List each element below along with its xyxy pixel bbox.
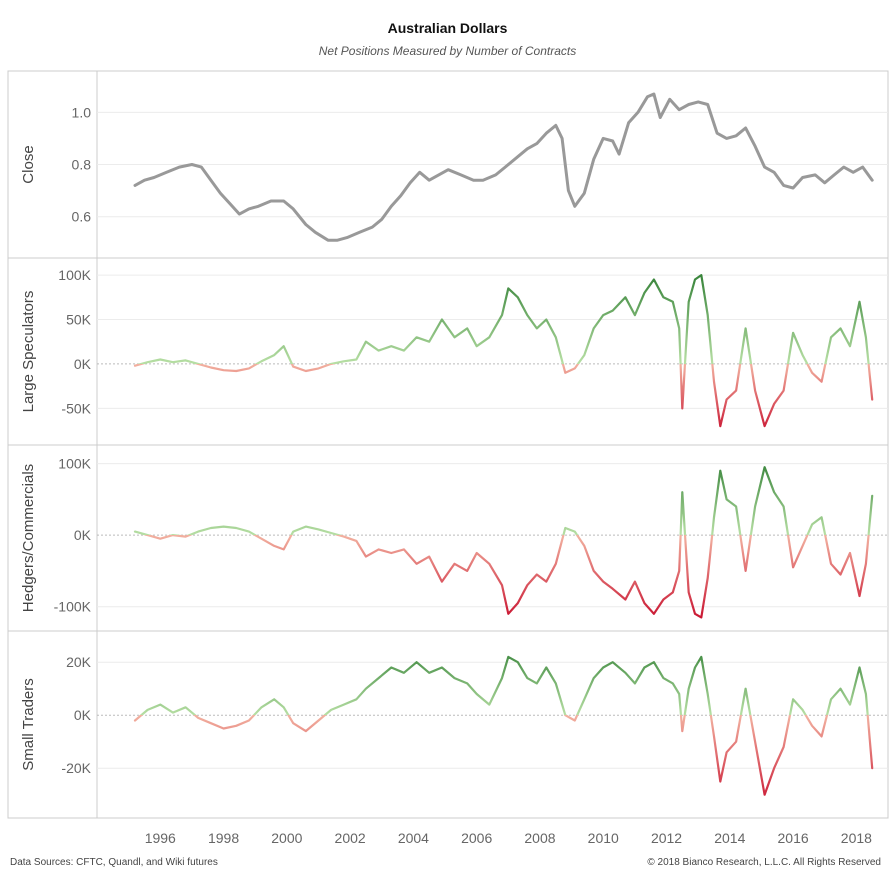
chart-subtitle: Net Positions Measured by Number of Cont… xyxy=(318,44,577,58)
x-tick-label: 2000 xyxy=(271,830,302,846)
y-tick-label: 100K xyxy=(58,456,91,472)
x-tick-label: 2006 xyxy=(461,830,492,846)
series-line-hedgers-commercials xyxy=(133,466,874,619)
panel-frame xyxy=(7,444,889,632)
y-tick-label: 100K xyxy=(58,267,91,283)
x-tick-label: 2012 xyxy=(651,830,682,846)
panel-frame xyxy=(7,630,889,819)
y-tick-label: 0K xyxy=(74,707,92,723)
panel-hedgers-commercials: -100K 0K 100K Hedgers/Commercials xyxy=(7,444,889,632)
panel-label: Large Speculators xyxy=(20,291,37,413)
panel-label: Close xyxy=(20,145,37,183)
y-tick-label: 1.0 xyxy=(72,104,92,120)
series-line-small-traders xyxy=(133,655,874,796)
x-tick-label: 2018 xyxy=(841,830,872,846)
y-tick-label: -20K xyxy=(61,760,91,776)
panel-label: Hedgers/Commercials xyxy=(20,464,37,612)
panel-close: 0.6 0.8 1.0 Close xyxy=(7,70,889,259)
y-tick-label: -50K xyxy=(61,400,91,416)
y-tick-label: 0.8 xyxy=(72,157,92,173)
series-line-large-speculators xyxy=(133,274,874,428)
x-tick-label: 2004 xyxy=(398,830,429,846)
chart-title: Australian Dollars xyxy=(387,20,508,36)
x-tick-label: 1998 xyxy=(208,830,239,846)
x-tick-label: 2014 xyxy=(714,830,745,846)
copyright-note: © 2018 Bianco Research, L.L.C. All Right… xyxy=(647,857,881,868)
x-tick-label: 2002 xyxy=(335,830,366,846)
y-tick-label: 20K xyxy=(66,654,92,670)
x-tick-label: 2016 xyxy=(778,830,809,846)
y-tick-label: 0K xyxy=(74,527,92,543)
panel-large-speculators: -50K 0K 50K 100K Large Speculators xyxy=(7,257,889,446)
y-tick-label: 50K xyxy=(66,312,92,328)
y-tick-label: 0.6 xyxy=(72,209,92,225)
panel-small-traders: -20K 0K 20K Small Traders xyxy=(7,630,889,819)
data-sources-note: Data Sources: CFTC, Quandl, and Wiki fut… xyxy=(10,857,218,868)
panel-label: Small Traders xyxy=(20,678,37,771)
panel-frame xyxy=(7,257,889,446)
y-tick-label: 0K xyxy=(74,356,92,372)
x-tick-label: 2008 xyxy=(524,830,555,846)
series-line-close xyxy=(133,92,874,242)
x-tick-label: 1996 xyxy=(145,830,176,846)
x-tick-label: 2010 xyxy=(588,830,619,846)
y-tick-label: -100K xyxy=(54,599,92,615)
